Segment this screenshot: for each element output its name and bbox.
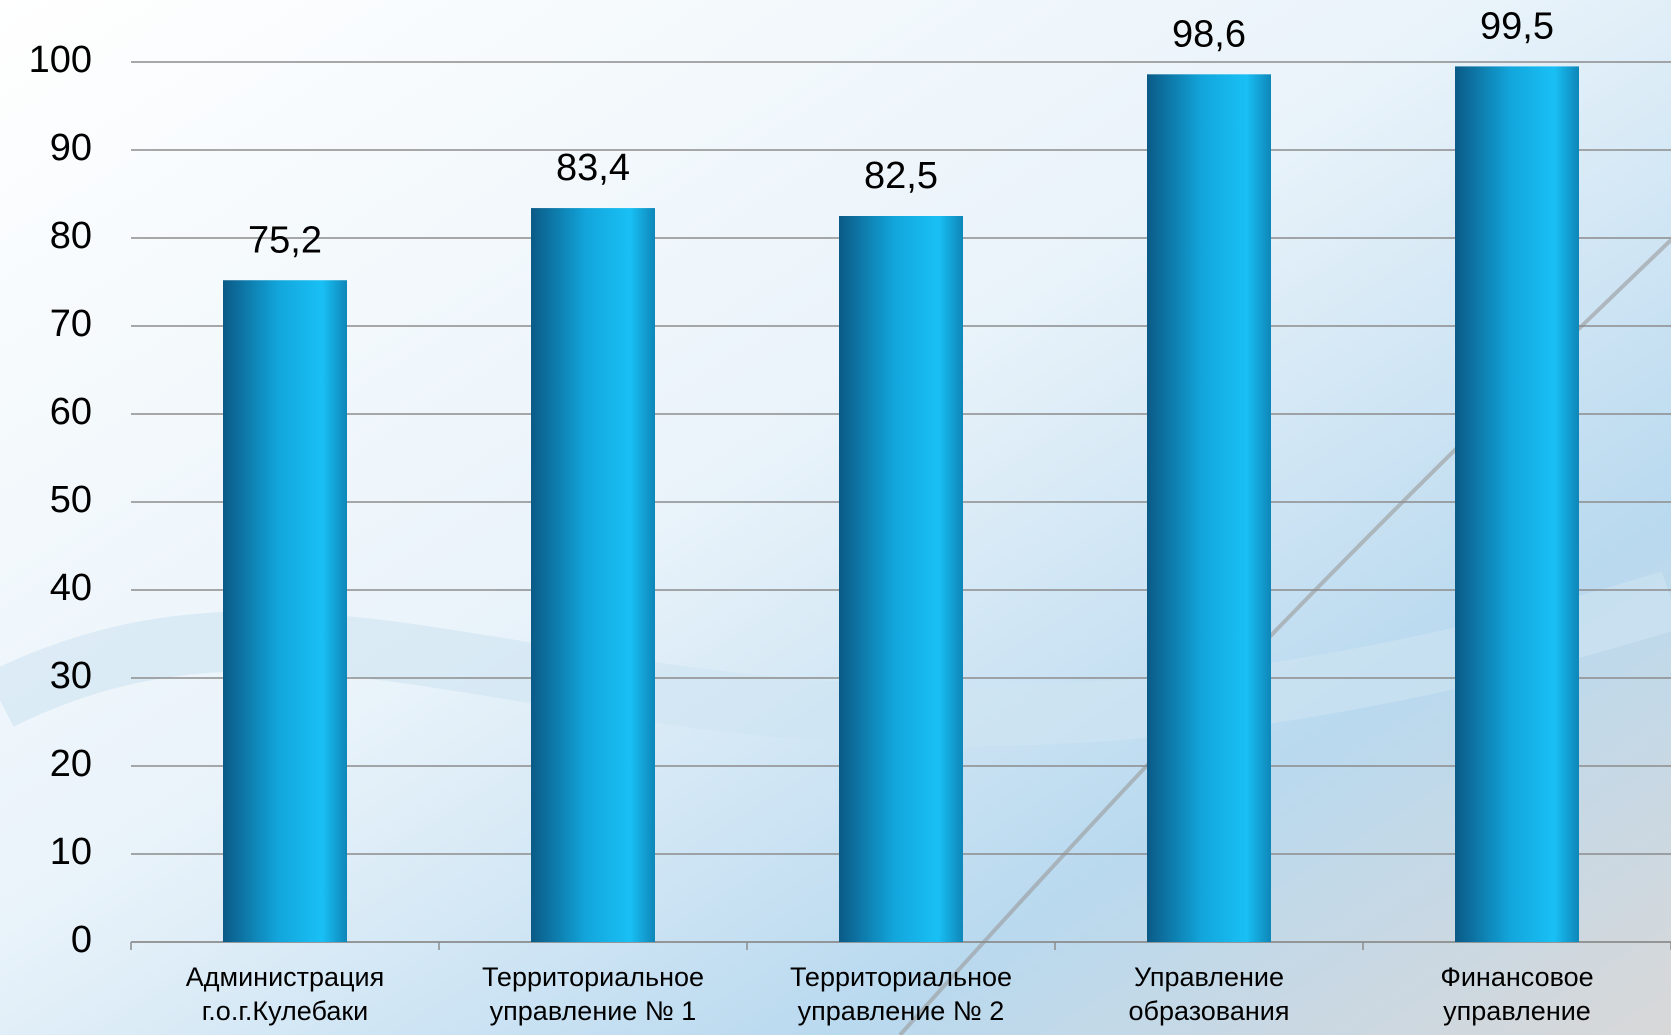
x-tick-label: управление № 1 xyxy=(490,996,697,1026)
y-tick-label: 80 xyxy=(50,215,92,257)
y-tick-label: 0 xyxy=(71,919,92,961)
x-tick-label: Администрация xyxy=(186,962,384,992)
y-tick-label: 50 xyxy=(50,479,92,521)
x-tick-label: Территориальное xyxy=(790,962,1012,992)
y-tick-label: 90 xyxy=(50,127,92,169)
y-tick-label: 40 xyxy=(50,567,92,609)
data-label: 82,5 xyxy=(864,155,938,197)
y-tick-label: 30 xyxy=(50,655,92,697)
bar xyxy=(1455,66,1579,942)
bar xyxy=(1147,74,1271,942)
y-tick-label: 60 xyxy=(50,391,92,433)
y-tick-label: 70 xyxy=(50,303,92,345)
data-label: 99,5 xyxy=(1480,5,1554,47)
y-tick-label: 10 xyxy=(50,831,92,873)
x-tick-label: управление № 2 xyxy=(798,996,1005,1026)
x-tick-label: образования xyxy=(1129,996,1290,1026)
y-tick-label: 100 xyxy=(29,39,92,81)
bar xyxy=(531,208,655,942)
data-label: 75,2 xyxy=(248,219,322,261)
x-tick-label: Финансовое xyxy=(1440,962,1593,992)
bar xyxy=(839,216,963,942)
x-tick-label: Территориальное xyxy=(482,962,704,992)
x-tick-label: г.о.г.Кулебаки xyxy=(202,996,368,1026)
data-label: 98,6 xyxy=(1172,13,1246,55)
x-tick-label: Управление xyxy=(1134,962,1284,992)
y-tick-label: 20 xyxy=(50,743,92,785)
data-label: 83,4 xyxy=(556,147,630,189)
x-tick-label: управление xyxy=(1443,996,1591,1026)
bar xyxy=(223,280,347,942)
